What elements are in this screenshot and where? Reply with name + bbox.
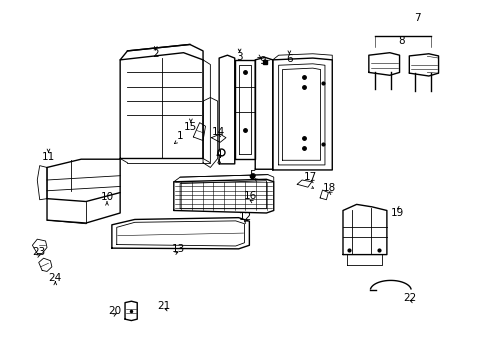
Text: 21: 21 bbox=[158, 301, 171, 311]
Text: 6: 6 bbox=[285, 54, 292, 64]
Text: 22: 22 bbox=[402, 293, 415, 303]
Text: 23: 23 bbox=[32, 247, 45, 257]
Text: 12: 12 bbox=[238, 212, 251, 221]
Text: 20: 20 bbox=[108, 306, 122, 316]
Text: 16: 16 bbox=[243, 191, 256, 201]
Text: 11: 11 bbox=[42, 152, 55, 162]
Text: 4: 4 bbox=[215, 150, 222, 160]
Text: 5: 5 bbox=[249, 170, 256, 180]
Text: 24: 24 bbox=[49, 273, 62, 283]
Text: 18: 18 bbox=[322, 183, 335, 193]
Text: 17: 17 bbox=[304, 172, 317, 182]
Text: 19: 19 bbox=[390, 208, 403, 218]
Text: 10: 10 bbox=[100, 192, 113, 202]
Text: 1: 1 bbox=[177, 131, 183, 141]
Text: 14: 14 bbox=[211, 127, 224, 136]
Text: 2: 2 bbox=[152, 49, 159, 59]
Text: 7: 7 bbox=[413, 13, 420, 23]
Text: 9: 9 bbox=[259, 56, 266, 66]
Text: 8: 8 bbox=[398, 36, 405, 46]
Text: 13: 13 bbox=[171, 244, 184, 254]
Text: 15: 15 bbox=[184, 122, 197, 132]
Text: 3: 3 bbox=[236, 52, 243, 62]
